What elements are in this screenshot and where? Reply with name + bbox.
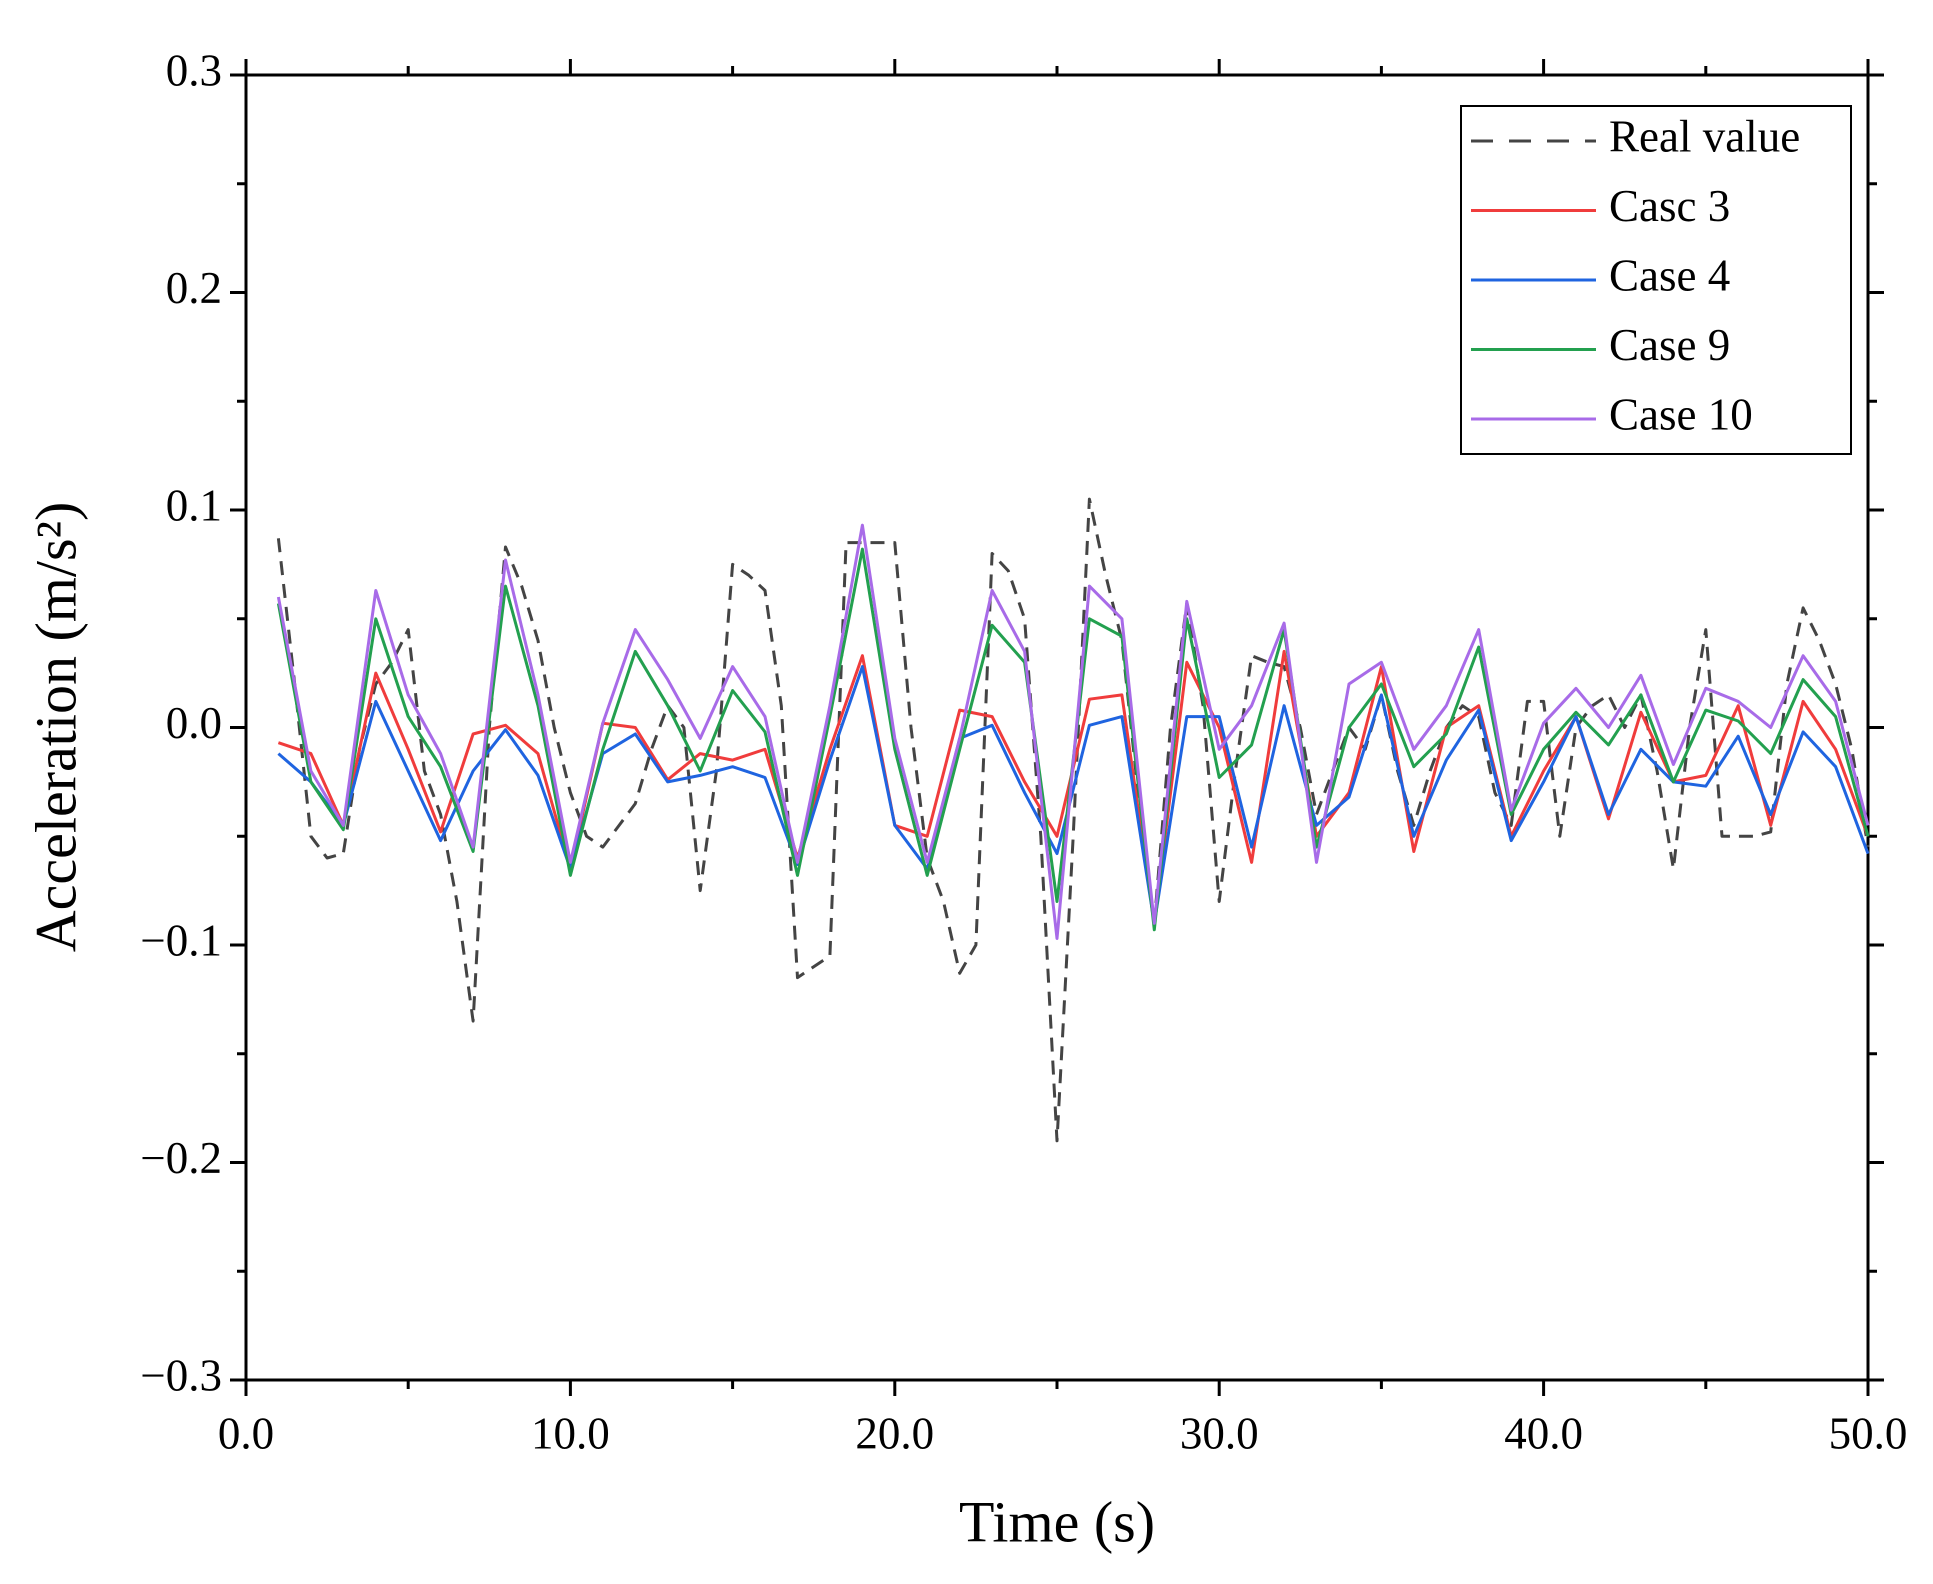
- series-line: [276, 497, 1870, 1143]
- plot-frame: [244, 73, 1870, 1382]
- legend-label: Case 4: [1609, 250, 1730, 300]
- y-tick-label: −0.3: [140, 1350, 222, 1400]
- x-tick-label: 30.0: [1180, 1408, 1259, 1458]
- x-tick-label: 10.0: [531, 1408, 610, 1458]
- x-tick-label: 20.0: [855, 1408, 934, 1458]
- x-tick-label: 0.0: [218, 1408, 274, 1458]
- y-tick-label: 0.0: [166, 698, 222, 748]
- legend-label: Case 10: [1609, 389, 1753, 439]
- y-tick-label: 0.2: [166, 263, 222, 313]
- x-axis-title: Time (s): [959, 1489, 1155, 1554]
- y-tick-label: 0.3: [166, 45, 222, 95]
- y-tick-label: −0.1: [140, 915, 222, 965]
- legend-label: Casc 3: [1609, 181, 1730, 231]
- y-tick-label: 0.1: [166, 480, 222, 530]
- x-tick-label: 40.0: [1504, 1408, 1583, 1458]
- y-axis-title: Acceleration (m/s²): [23, 502, 88, 953]
- y-tick-label: −0.2: [140, 1133, 222, 1183]
- series-line: [276, 523, 1870, 940]
- series-line: [277, 665, 1870, 925]
- legend-label: Real value: [1609, 111, 1800, 161]
- legend-label: Case 9: [1609, 320, 1730, 370]
- x-tick-label: 50.0: [1829, 1408, 1908, 1458]
